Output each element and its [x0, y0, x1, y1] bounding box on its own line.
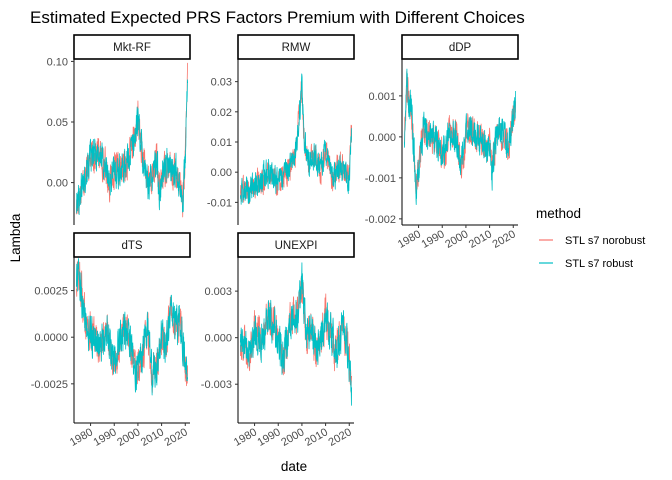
y-tick-label: 0.05 [47, 117, 68, 129]
facet-strip: RMW [237, 34, 355, 60]
y-tick-label: -0.003 [201, 379, 232, 391]
y-tick-label: 0.03 [211, 77, 232, 89]
legend-item-norobust: STL s7 norobust [539, 235, 645, 247]
facet-strip: Mkt-RF [73, 34, 191, 60]
x-tick-label: 2000 [115, 426, 142, 449]
y-tick-label: 0.00 [211, 167, 232, 179]
y-tick-label: 0.000 [204, 333, 232, 345]
y-tick-label: 0.001 [368, 91, 396, 103]
legend-item-robust: STL s7 robust [539, 258, 633, 270]
y-tick-label: 0.02 [211, 107, 232, 119]
y-tick-label: 0.00 [47, 178, 68, 190]
facet-unexpi: UNEXPI -0.003 0.000 0.003 198019902000201020… [201, 232, 355, 449]
facet-ddp: dDP -0.002 -0.001 0.000 0.001 198019902000201… [365, 34, 519, 251]
facet-strip: dTS [73, 232, 191, 258]
x-tick-label: 1980 [68, 426, 95, 449]
series-line-robust [75, 258, 189, 396]
series-line-robust [403, 68, 517, 206]
legend-title: method [536, 206, 581, 221]
y-tick-label: 0.10 [47, 56, 68, 68]
facet-strip-box [237, 232, 355, 258]
x-tick-label: 2010 [467, 228, 494, 251]
facet-strip-label: dTS [121, 240, 142, 252]
facet-strip: UNEXPI [237, 232, 355, 258]
y-tick-label: -0.0025 [31, 379, 68, 391]
y-tick-label: 0.0000 [34, 332, 68, 344]
series-line-norobust [239, 277, 353, 393]
x-tick-label: 2010 [303, 426, 330, 449]
y-tick-label: -0.01 [207, 197, 232, 209]
facet-strip-label: dDP [449, 42, 472, 54]
facet-dts: dTS -0.0025 0.0000 0.0025 198019902000201020… [31, 232, 191, 449]
series-line-robust [239, 73, 353, 205]
x-tick-label: 2020 [327, 426, 354, 449]
facet-strip-box [73, 34, 191, 60]
y-tick-label: -0.002 [365, 214, 396, 226]
legend-label-norobust: STL s7 norobust [565, 235, 645, 247]
facet-strip: dDP [401, 34, 519, 60]
legend-label-robust: STL s7 robust [565, 258, 633, 270]
facet-panels: Mkt-RF 0.00 0.05 0.10 RMW -0.01 0.00 0.01 0.02 0.… [31, 34, 519, 449]
x-axis-title: date [281, 459, 307, 474]
y-axis-title: Lambda [8, 213, 23, 262]
legend: method STL s7 norobust STL s7 robust [536, 206, 645, 270]
y-tick-label: -0.001 [365, 173, 396, 185]
y-tick-label: 0.000 [368, 132, 396, 144]
x-tick-label: 1990 [420, 228, 447, 251]
chart-title: Estimated Expected PRS Factors Premium w… [30, 8, 525, 27]
y-tick-label: 0.0025 [34, 286, 68, 298]
y-tick-label: 0.01 [211, 137, 232, 149]
series-line-robust [239, 262, 353, 406]
x-tick-label: 2020 [163, 426, 190, 449]
x-tick-label: 2000 [279, 426, 306, 449]
facet-strip-label: Mkt-RF [113, 42, 151, 54]
x-tick-label: 2010 [139, 426, 166, 449]
facet-strip-box [73, 232, 191, 258]
facet-strip-box [237, 34, 355, 60]
x-tick-label: 1980 [396, 228, 423, 251]
facet-strip-box [401, 34, 519, 60]
x-tick-label: 2000 [443, 228, 470, 251]
x-tick-label: 2020 [491, 228, 518, 251]
y-tick-label: 0.003 [204, 286, 232, 298]
facet-strip-label: UNEXPI [275, 240, 318, 252]
facet-rmw: RMW -0.01 0.00 0.01 0.02 0.03 [207, 34, 355, 225]
x-tick-label: 1990 [92, 426, 119, 449]
x-tick-label: 1990 [256, 426, 283, 449]
x-tick-label: 1980 [232, 426, 259, 449]
facet-mkt-rf: Mkt-RF 0.00 0.05 0.10 [47, 34, 191, 225]
series-line-robust [75, 79, 189, 215]
facet-strip-label: RMW [282, 42, 311, 54]
